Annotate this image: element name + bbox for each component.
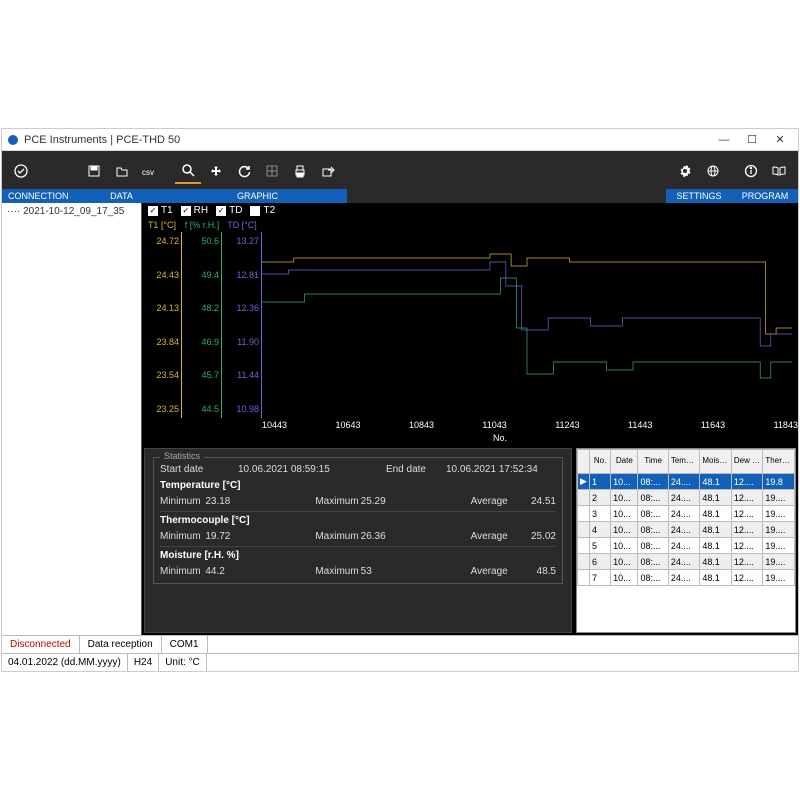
table-row[interactable]: 410...08:...24....48.112....19.... — [578, 522, 795, 538]
toolbar-group-settings: SETTINGS — [666, 151, 732, 203]
csv-icon[interactable]: csv — [137, 158, 163, 184]
table-row[interactable]: 510...08:...24....48.112....19.... — [578, 538, 795, 554]
toolbar-group-graphic: GRAPHIC — [169, 151, 347, 203]
toolbar-label-data: DATA — [75, 189, 169, 203]
status-bar-1: Disconnected Data reception COM1 — [2, 635, 798, 653]
lower-panels: StatisticsStart date10.06.2021 08:59:15E… — [142, 446, 798, 635]
status-bar-2: 04.01.2022 (dd.MM.yyyy) H24 Unit: °C — [2, 653, 798, 671]
check-circle[interactable] — [8, 158, 34, 184]
toolbar-label-settings: SETTINGS — [666, 189, 732, 203]
toolbar-group-data: csv DATA — [75, 151, 169, 203]
globe-icon[interactable] — [700, 158, 726, 184]
status-unit: Unit: °C — [159, 654, 207, 671]
zoom-icon[interactable] — [175, 158, 201, 184]
export-icon[interactable] — [315, 158, 341, 184]
pan-icon[interactable] — [203, 158, 229, 184]
table-row[interactable]: ▶110...08:...24....48.112....19.8 — [578, 474, 795, 490]
svg-text:csv: csv — [142, 168, 154, 177]
book-icon[interactable] — [766, 158, 792, 184]
toolbar-label-graphic: GRAPHIC — [169, 189, 347, 203]
reload-icon[interactable] — [231, 158, 257, 184]
print-icon[interactable] — [287, 158, 313, 184]
series-toggle-bar: ✓T1 ✓RH ✓TD T2 — [142, 203, 798, 218]
maximize-button[interactable]: ☐ — [738, 130, 766, 150]
status-connection: Disconnected — [2, 636, 80, 653]
series-toggle-T2[interactable]: T2 — [250, 205, 275, 216]
open-icon[interactable] — [109, 158, 135, 184]
toolbar-group-program: PROGRAM — [732, 151, 798, 203]
y-axis: TD [°C]13.2712.8112.3611.9011.4410.98 — [222, 218, 262, 418]
title-bar: PCE Instruments | PCE-THD 50 — ☐ ✕ — [2, 129, 798, 151]
app-window: PCE Instruments | PCE-THD 50 — ☐ ✕ CONNE… — [1, 128, 799, 672]
status-date: 04.01.2022 (dd.MM.yyyy) — [2, 654, 128, 671]
y-axis: f [% r.H.]50.649.448.246.945.744.5 — [182, 218, 222, 418]
app-icon — [6, 133, 20, 147]
data-table-panel: No.DateTimeTemp T1 [°C]Moist. [% r.H.]De… — [576, 448, 796, 633]
save-icon[interactable] — [81, 158, 107, 184]
status-reception: Data reception — [80, 636, 162, 653]
table-row[interactable]: 610...08:...24....48.112....19.... — [578, 554, 795, 570]
table-row[interactable]: 710...08:...24....48.112....19.... — [578, 570, 795, 586]
toolbar-group-connection: CONNECTION — [2, 151, 75, 203]
data-table[interactable]: No.DateTimeTemp T1 [°C]Moist. [% r.H.]De… — [577, 449, 795, 586]
table-row[interactable]: 310...08:...24....48.112....19.... — [578, 506, 795, 522]
series-toggle-TD[interactable]: ✓TD — [216, 205, 242, 216]
statistics-panel: StatisticsStart date10.06.2021 08:59:15E… — [144, 448, 572, 633]
series-toggle-T1[interactable]: ✓T1 — [148, 205, 173, 216]
toolbar-label-program: PROGRAM — [732, 189, 798, 203]
info-icon[interactable] — [738, 158, 764, 184]
main-toolbar: CONNECTION csv DATAGRAPHIC SETTINGSPROGRAM — [2, 151, 798, 203]
grid-icon[interactable] — [259, 158, 285, 184]
session-item[interactable]: ···· 2021-10-12_09_17_35 — [7, 206, 136, 217]
chart-x-axis: 1044310643108431104311243114431164311843 — [142, 418, 798, 432]
chart-area: T1 [°C]24.7224.4324.1323.8423.5423.25f [… — [142, 218, 798, 418]
y-axis: T1 [°C]24.7224.4324.1323.8423.5423.25 — [142, 218, 182, 418]
gear-icon[interactable] — [672, 158, 698, 184]
status-port: COM1 — [162, 636, 208, 653]
close-button[interactable]: ✕ — [766, 130, 794, 150]
table-row[interactable]: 210...08:...24....48.112....19.... — [578, 490, 795, 506]
sidebar: ···· 2021-10-12_09_17_35 — [2, 203, 142, 635]
status-hour: H24 — [128, 654, 159, 671]
series-toggle-RH[interactable]: ✓RH — [181, 205, 208, 216]
minimize-button[interactable]: — — [710, 130, 738, 150]
toolbar-label-connection: CONNECTION — [2, 189, 75, 203]
main-panel: ✓T1 ✓RH ✓TD T2 T1 [°C]24.7224.4324.1323.842… — [142, 203, 798, 635]
chart-x-label: No. — [142, 432, 798, 446]
window-title: PCE Instruments | PCE-THD 50 — [24, 134, 710, 146]
chart-plot[interactable] — [262, 218, 792, 418]
